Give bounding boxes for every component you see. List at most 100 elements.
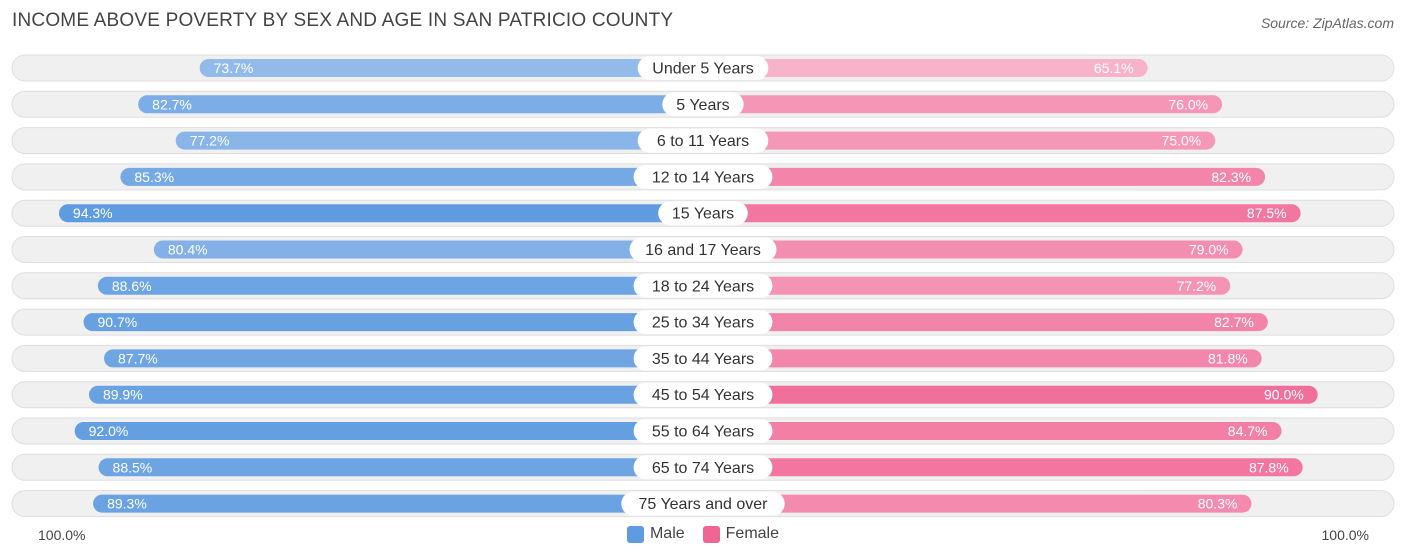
bar-female (703, 59, 1148, 77)
value-label-male: 73.7% (214, 60, 254, 76)
value-label-female: 84.7% (1228, 423, 1268, 439)
legend-swatch-male (626, 525, 644, 543)
bar-male (93, 494, 704, 513)
category-label: 18 to 24 Years (652, 278, 754, 295)
chart-row: 82.7% 76.0% 5 Years (11, 90, 1395, 118)
chart-row: 80.4% 79.0% 16 and 17 Years (11, 236, 1395, 263)
value-label-female: 87.5% (1247, 205, 1287, 221)
legend-label-female: Female (725, 525, 780, 542)
category-pill (637, 56, 769, 80)
legend-item-female: Female (702, 525, 780, 543)
bar-male (175, 131, 703, 150)
value-label-male: 92.0% (89, 423, 129, 439)
value-label-female: 65.1% (1094, 60, 1134, 76)
value-label-male: 82.7% (152, 96, 192, 112)
bar-male (120, 167, 703, 186)
category-pill (637, 128, 769, 153)
chart-title: INCOME ABOVE POVERTY BY SEX AND AGE IN S… (12, 10, 674, 31)
bar-female (703, 167, 1266, 186)
bar-female (703, 204, 1301, 223)
category-label: 15 Years (672, 206, 734, 223)
chart-row: 77.2% 75.0% 6 to 11 Years (11, 127, 1395, 155)
value-label-male: 85.3% (134, 169, 174, 185)
bar-male (199, 59, 703, 77)
bar-male (74, 422, 703, 440)
bar-female (703, 422, 1282, 440)
category-label: 16 and 17 Years (645, 242, 761, 259)
value-label-female: 76.0% (1168, 96, 1208, 112)
category-label: 75 Years and over (639, 496, 769, 513)
bar-female (703, 313, 1268, 332)
value-label-female: 75.0% (1162, 133, 1202, 149)
bar-female (703, 131, 1216, 150)
category-pill (633, 382, 773, 407)
bar-female (703, 458, 1303, 477)
chart-row: 88.5% 87.8% 65 to 74 Years (11, 453, 1395, 481)
axis-right-label: 100.0% (1321, 527, 1369, 543)
legend-item-male: Male (626, 525, 685, 543)
chart-row: 92.0% 84.7% 55 to 64 Years (11, 417, 1395, 445)
category-pill (633, 419, 773, 443)
value-label-female: 82.3% (1211, 169, 1251, 185)
category-label: 6 to 11 Years (657, 133, 749, 150)
value-label-male: 90.7% (98, 314, 138, 330)
legend: Male Female (0, 525, 1406, 543)
bar-male (97, 276, 703, 295)
chart-row: 73.7% 65.1% Under 5 Years (11, 54, 1395, 82)
chart-row: 87.7% 81.8% 35 to 44 Years (11, 344, 1395, 372)
value-label-female: 77.2% (1177, 278, 1217, 294)
value-label-male: 87.7% (118, 350, 158, 366)
value-label-female: 81.8% (1208, 350, 1248, 366)
value-label-female: 79.0% (1189, 242, 1229, 258)
category-pill (621, 491, 785, 516)
category-label: 35 to 44 Years (652, 351, 754, 368)
legend-label-male: Male (649, 525, 685, 542)
chart-row: 94.3% 87.5% 15 Years (11, 199, 1395, 227)
bar-female (703, 349, 1262, 368)
bar-male (88, 385, 703, 404)
category-pill (633, 273, 773, 298)
source-note: Source: ZipAtlas.com (1260, 15, 1394, 31)
legend-swatch-female (702, 525, 720, 543)
bar-male (83, 313, 704, 332)
category-label: 55 to 64 Years (652, 424, 754, 441)
category-pill (633, 164, 773, 189)
value-label-female: 82.7% (1214, 314, 1254, 330)
value-label-male: 89.3% (107, 496, 147, 512)
value-label-male: 80.4% (168, 242, 208, 258)
value-label-male: 94.3% (73, 205, 113, 221)
bar-female (703, 95, 1223, 114)
bar-female (703, 276, 1231, 295)
value-label-male: 89.9% (103, 387, 143, 403)
chart-row: 89.3% 80.3% 75 Years and over (11, 490, 1395, 518)
category-pill (658, 201, 748, 226)
value-label-male: 88.6% (112, 278, 152, 294)
chart-row: 90.7% 82.7% 25 to 34 Years (11, 308, 1395, 336)
category-pill (633, 455, 773, 480)
category-label: 5 Years (676, 97, 729, 114)
bar-female (703, 385, 1318, 404)
category-label: 12 to 14 Years (652, 169, 754, 186)
category-pill (629, 237, 777, 262)
category-label: 45 to 54 Years (652, 387, 754, 404)
category-pill (633, 310, 773, 335)
bar-male (104, 349, 703, 368)
chart-row: 88.6% 77.2% 18 to 24 Years (11, 272, 1395, 300)
axis-left-label: 100.0% (38, 527, 86, 543)
category-label: Under 5 Years (652, 61, 753, 78)
chart-row: 85.3% 82.3% 12 to 14 Years (11, 163, 1395, 191)
value-label-female: 87.8% (1249, 459, 1289, 475)
category-pill (633, 346, 773, 371)
value-label-male: 88.5% (113, 459, 153, 475)
bar-female (703, 494, 1252, 513)
bar-female (703, 240, 1243, 259)
value-label-female: 80.3% (1198, 496, 1238, 512)
value-label-female: 90.0% (1264, 387, 1304, 403)
value-label-male: 77.2% (190, 133, 230, 149)
bar-male (98, 458, 704, 477)
chart-row: 89.9% 90.0% 45 to 54 Years (11, 381, 1395, 409)
bar-male (153, 240, 704, 259)
category-pill (662, 92, 744, 117)
category-label: 25 to 34 Years (652, 315, 754, 332)
